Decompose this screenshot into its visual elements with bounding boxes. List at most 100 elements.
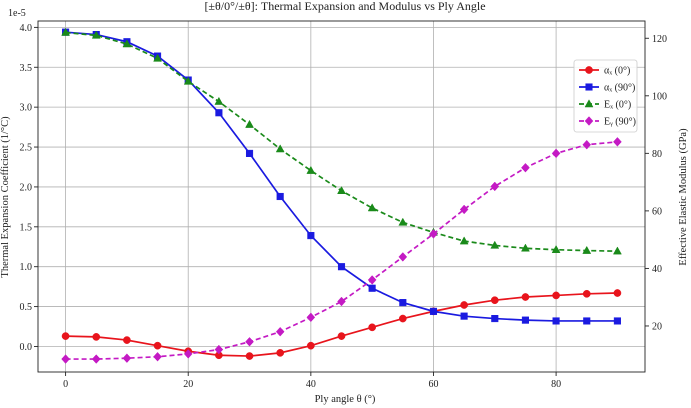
data-point (551, 148, 561, 159)
data-point (61, 332, 70, 340)
y-left-tick-label: 1.0 (20, 262, 33, 273)
data-point (490, 296, 499, 305)
data-point (153, 341, 162, 350)
legend-label: Eₓ (0°) (604, 100, 631, 111)
plot-area (61, 27, 622, 364)
data-point (490, 181, 500, 192)
data-point (613, 289, 622, 297)
data-point (613, 137, 622, 147)
y-left-tick-label: 4.0 (20, 23, 33, 34)
legend-marker (584, 116, 594, 126)
data-point (91, 30, 101, 39)
data-point (122, 353, 132, 363)
data-point (337, 296, 346, 307)
data-point (368, 284, 376, 292)
data-point (521, 162, 530, 173)
data-point (276, 349, 285, 357)
x-tick-label: 40 (306, 379, 316, 390)
data-point (307, 232, 315, 240)
chart-title: [±θ/0°/±θ]: Thermal Expansion and Modulu… (204, 0, 485, 13)
y-left-tick-label: 0.0 (20, 342, 33, 353)
data-point (367, 203, 377, 212)
data-point (398, 314, 407, 323)
data-point (429, 307, 438, 315)
data-point (245, 119, 254, 128)
data-point (92, 333, 101, 341)
y-right-tick-label: 100 (652, 91, 667, 102)
data-point (153, 351, 162, 362)
data-point (183, 76, 193, 85)
legend-item: Eₓ (0°) (579, 99, 631, 111)
data-point (306, 341, 315, 350)
data-point (306, 312, 316, 323)
x-axis-label: Ply angle θ (°) (315, 394, 376, 405)
data-point (91, 354, 101, 364)
legend-marker (584, 99, 594, 108)
legend-marker (585, 83, 593, 91)
data-point (183, 349, 193, 359)
legend-label: αₓ (0°) (604, 66, 630, 77)
plot-frame (37, 20, 646, 373)
legend-item: αₓ (90°) (579, 83, 635, 94)
axes: 0 20 40 60 80 0.0 0.5 1.0 1.5 2.0 2.5 3.0 3.5 4.0 20 40… (20, 23, 668, 390)
y-left-tick-label: 0.5 (20, 302, 33, 313)
data-point (122, 39, 132, 48)
y-left-tick-label: 3.0 (20, 103, 33, 114)
data-point (276, 192, 284, 201)
x-tick-label: 20 (183, 379, 193, 390)
data-point (521, 316, 529, 324)
data-point (123, 336, 131, 344)
data-point (214, 344, 224, 355)
data-point (398, 217, 408, 226)
x-tick-label: 60 (428, 379, 438, 390)
y-left-tick-label: 2.5 (20, 143, 33, 154)
data-point (582, 289, 591, 298)
data-point (61, 27, 71, 36)
data-point (367, 275, 377, 285)
data-point (306, 165, 316, 174)
data-point (245, 149, 254, 157)
y-right-tick-label: 80 (652, 149, 662, 160)
legend-label: Eᵧ (90°) (604, 117, 636, 128)
data-point (61, 354, 70, 364)
y-right-tick-label: 20 (652, 321, 662, 332)
y-right-tick-label: 60 (652, 206, 662, 217)
legend-box (573, 59, 638, 133)
data-point (337, 332, 346, 340)
legend-item: αₓ (0°) (579, 66, 630, 77)
x-tick-label: 80 (551, 379, 561, 390)
data-point (368, 323, 377, 332)
data-point (245, 352, 254, 360)
data-point (612, 246, 622, 255)
y-left-tick-label: 1.5 (20, 222, 33, 233)
data-point (399, 299, 407, 307)
y-left-tick-label: 3.5 (20, 63, 33, 74)
y-left-tick-label: 2.0 (20, 182, 33, 193)
data-point (552, 291, 560, 300)
data-point (460, 312, 468, 320)
legend-item: Eᵧ (90°) (579, 116, 636, 128)
series-e-y-90 (61, 137, 622, 364)
data-point (429, 229, 438, 239)
data-point (521, 243, 530, 252)
data-point (613, 317, 621, 325)
data-point (460, 301, 468, 309)
data-point (551, 245, 561, 253)
y-axis-left-label: Thermal Expansion Coefficient (1/°C) (0, 116, 11, 278)
left-axis-offset-label: 1e-5 (8, 8, 26, 19)
legend-marker (585, 66, 593, 74)
y-axis-right-label: Effective Elastic Modulus (GPa) (678, 128, 689, 266)
series-alpha-x-0 (61, 289, 622, 360)
y-right-tick-label: 120 (652, 34, 667, 45)
series-e-x-0 (61, 27, 622, 255)
x-tick-label: 0 (63, 379, 68, 390)
data-point (582, 245, 592, 254)
data-point (275, 144, 285, 153)
y-right-tick-label: 40 (652, 264, 662, 275)
data-point (459, 204, 469, 215)
data-point (552, 317, 560, 325)
data-point (490, 240, 500, 249)
data-point (398, 252, 408, 262)
data-point (153, 53, 162, 62)
